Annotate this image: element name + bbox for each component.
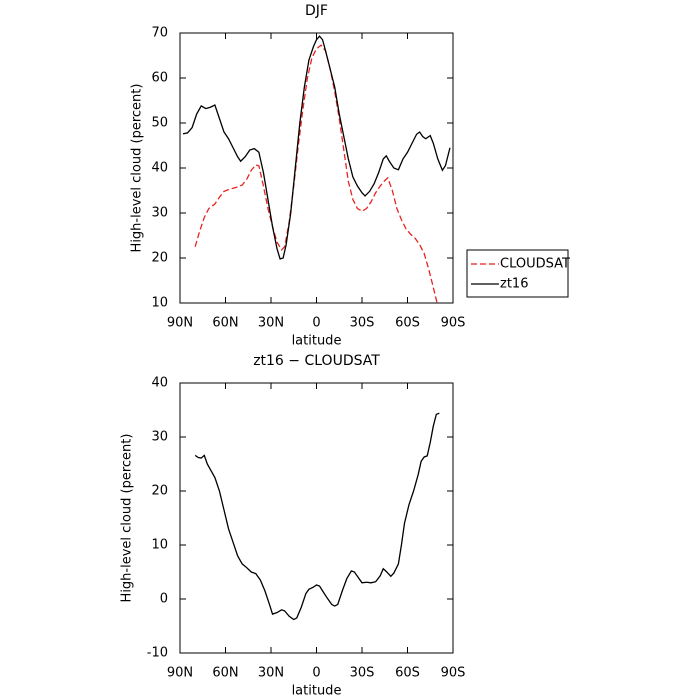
y-tick-label: 0 xyxy=(160,592,168,607)
y-axis-label: High-level cloud (percent) xyxy=(130,84,145,253)
y-tick-label: 10 xyxy=(151,296,168,311)
data-line xyxy=(194,412,440,621)
x-tick-label: 60S xyxy=(395,666,420,681)
y-tick-label: 30 xyxy=(151,430,168,445)
plot-frame xyxy=(179,382,454,654)
chart-title: zt16 − CLOUDSAT xyxy=(253,353,380,369)
x-axis-label: latitude xyxy=(292,334,342,349)
x-tick-label: 30S xyxy=(350,666,375,681)
x-tick-label: 30S xyxy=(350,316,375,331)
plot-frame xyxy=(179,32,454,304)
x-tick-label: 90S xyxy=(441,316,466,331)
x-tick-label: 90N xyxy=(167,666,193,681)
x-tick-label: 30N xyxy=(258,666,284,681)
y-tick-label: 40 xyxy=(151,161,168,176)
legend-box xyxy=(466,249,569,298)
x-tick-label: 60S xyxy=(395,316,420,331)
data-line xyxy=(194,44,438,304)
y-tick-label: 20 xyxy=(151,484,168,499)
x-tick-label: 30N xyxy=(258,316,284,331)
x-tick-label: 90N xyxy=(167,316,193,331)
x-tick-label: 60N xyxy=(212,666,238,681)
chart-title: DJF xyxy=(305,3,328,19)
y-tick-label: 40 xyxy=(151,376,168,391)
y-tick-label: 10 xyxy=(151,538,168,553)
y-tick-label: 50 xyxy=(151,116,168,131)
data-line xyxy=(182,35,451,260)
y-tick-label: 60 xyxy=(151,71,168,86)
y-axis-label: High-level cloud (percent) xyxy=(120,434,135,603)
x-tick-label: 0 xyxy=(312,316,320,331)
x-tick-label: 60N xyxy=(212,316,238,331)
legend-label: zt16 xyxy=(500,277,528,292)
y-tick-label: 30 xyxy=(151,206,168,221)
x-tick-label: 0 xyxy=(312,666,320,681)
x-tick-label: 90S xyxy=(441,666,466,681)
x-axis-label: latitude xyxy=(292,684,342,699)
y-tick-label: -10 xyxy=(147,646,168,661)
y-tick-label: 20 xyxy=(151,251,168,266)
y-tick-label: 70 xyxy=(151,26,168,41)
legend-label: CLOUDSAT xyxy=(500,257,570,272)
